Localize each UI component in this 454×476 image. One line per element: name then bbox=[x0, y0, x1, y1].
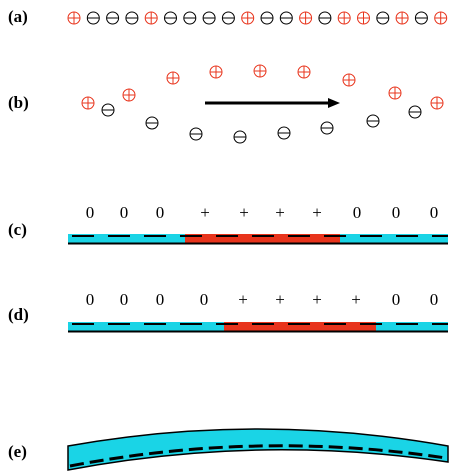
panel-label: (c) bbox=[8, 220, 27, 239]
charge-label: 0 bbox=[430, 203, 439, 222]
panel-label: (d) bbox=[8, 305, 29, 324]
strip-neutral bbox=[68, 322, 224, 331]
charge-label: + bbox=[200, 203, 210, 222]
charge-label: + bbox=[239, 203, 249, 222]
strip-charged bbox=[185, 234, 340, 243]
bent-strip bbox=[67, 428, 449, 471]
charge-label: 0 bbox=[120, 290, 129, 309]
dipole-layer bbox=[69, 444, 447, 468]
charge-label: + bbox=[275, 290, 285, 309]
charge-label: + bbox=[312, 203, 322, 222]
charge-label: 0 bbox=[120, 203, 129, 222]
strip-neutral bbox=[340, 234, 448, 243]
charge-label: 0 bbox=[200, 290, 209, 309]
charge-label: 0 bbox=[392, 290, 401, 309]
charge-label: + bbox=[312, 290, 322, 309]
charge-label: + bbox=[275, 203, 285, 222]
charge-label: 0 bbox=[392, 203, 401, 222]
arrow-head bbox=[328, 98, 340, 108]
strip-neutral bbox=[376, 322, 448, 331]
strip-neutral bbox=[68, 234, 185, 243]
panel-label: (a) bbox=[8, 7, 28, 26]
charge-label: 0 bbox=[156, 203, 165, 222]
charge-label: 0 bbox=[86, 290, 95, 309]
panel-label: (e) bbox=[8, 442, 27, 461]
panel-label: (b) bbox=[8, 93, 29, 112]
charge-label: 0 bbox=[430, 290, 439, 309]
charge-label: 0 bbox=[86, 203, 95, 222]
charge-label: + bbox=[238, 290, 248, 309]
strip-charged bbox=[224, 322, 376, 331]
charge-label: 0 bbox=[353, 203, 362, 222]
charge-label: + bbox=[351, 290, 361, 309]
charge-label: 0 bbox=[156, 290, 165, 309]
